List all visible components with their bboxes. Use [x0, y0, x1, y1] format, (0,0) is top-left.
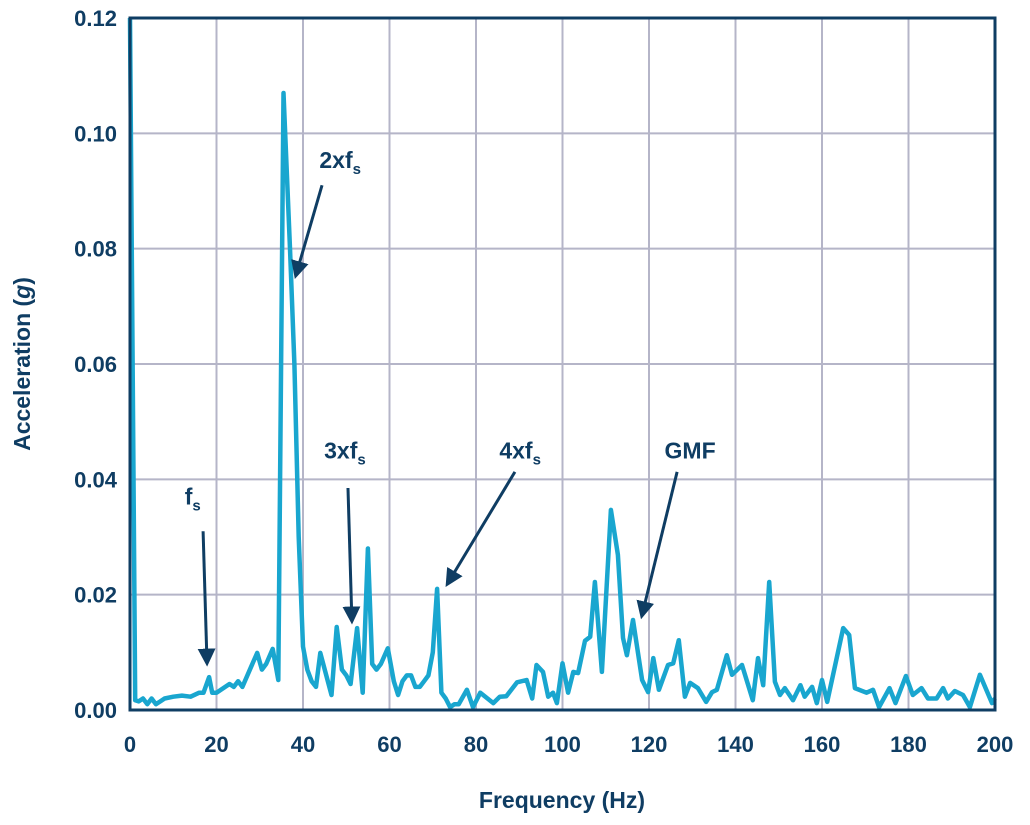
annotation-arrow: [445, 471, 517, 587]
annotation: fs: [185, 484, 216, 667]
x-tick-label: 180: [890, 732, 927, 757]
annotation-label: 2xfs: [319, 147, 361, 178]
grid: [129, 17, 996, 711]
annotations: fs 2xfs 3xfs 4xfs GMF: [185, 147, 716, 667]
x-axis-label: Frequency (Hz): [479, 787, 645, 813]
x-tick-label: 100: [544, 732, 581, 757]
tick-labels: 0 20 40 60 80 100 120 140 160 180 200 0.00 0.02 0.04 0…: [74, 6, 1013, 757]
series-layer: [127, 17, 997, 710]
x-tick-label: 80: [464, 732, 488, 757]
y-tick-label: 0.10: [74, 121, 117, 146]
annotation-arrow: [342, 487, 361, 625]
annotation: 3xfs: [324, 438, 366, 625]
x-tick-label: 20: [204, 732, 228, 757]
y-tick-label: 0.02: [74, 583, 117, 608]
annotation-arrow: [291, 184, 324, 279]
plot-frame: [128, 16, 997, 712]
annotation: 4xfs: [445, 438, 541, 587]
annotation-label: 4xfs: [499, 438, 541, 469]
annotation-label: 3xfs: [324, 438, 366, 469]
y-tick-label: 0.06: [74, 352, 117, 377]
x-tick-label: 60: [377, 732, 401, 757]
acceleration-series-line: [127, 17, 997, 710]
annotation-label: fs: [185, 484, 201, 515]
x-tick-label: 40: [291, 732, 315, 757]
y-tick-label: 0.04: [74, 467, 118, 492]
x-tick-label: 0: [124, 732, 136, 757]
annotation: GMF: [636, 438, 716, 620]
annotation-arrow: [636, 471, 679, 620]
y-tick-label: 0.00: [74, 698, 117, 723]
annotation-label: GMF: [665, 438, 716, 464]
x-tick-label: 160: [804, 732, 841, 757]
annotation-arrow: [197, 531, 216, 667]
y-tick-label: 0.08: [74, 237, 117, 262]
annotation: 2xfs: [291, 147, 361, 279]
x-tick-label: 120: [631, 732, 668, 757]
y-tick-label: 0.12: [74, 6, 117, 31]
x-tick-label: 200: [977, 732, 1014, 757]
y-axis-label: Acceleration (g): [9, 277, 35, 451]
x-tick-label: 140: [717, 732, 754, 757]
